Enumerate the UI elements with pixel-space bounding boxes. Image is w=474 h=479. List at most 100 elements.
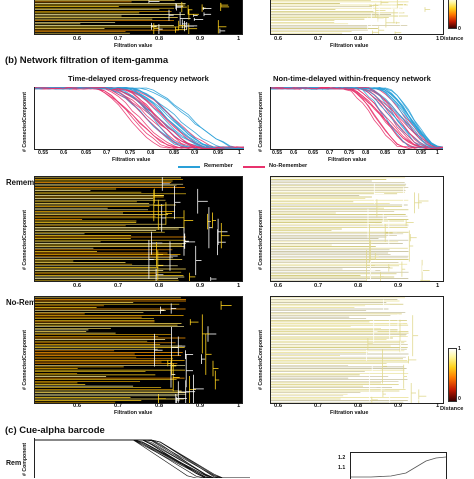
filtration-curve [271, 87, 443, 148]
bottom-colorbar [448, 348, 457, 402]
section-b-label: (b) Network filtration of item-gamma [5, 55, 169, 66]
remember-right-y-label: # ConnectedComponent [258, 210, 264, 270]
legend-no-remember-label: No-Remember [269, 163, 308, 169]
filtration-left-curves [35, 87, 244, 149]
filtration-left-plot [34, 87, 244, 150]
top-left-barcode-lines [35, 0, 230, 34]
filtration-curve [271, 87, 443, 149]
legend-remember-line [178, 166, 200, 168]
cue-alpha-right-plot [350, 452, 447, 479]
no-remember-right-y-label: # ConnectedComponent [258, 330, 264, 390]
filtration-curve [271, 87, 443, 149]
filtration-curve [271, 87, 443, 149]
filtration-curve [35, 87, 244, 149]
top-left-x-tick: 0.6 0.7 0.8 0.9 1 [73, 36, 241, 42]
no-remember-right-barcode-lines [271, 297, 431, 403]
filtration-curve [271, 87, 443, 148]
remember-left-y-label: # ConnectedComponent [22, 210, 28, 270]
top-right-barcode-lines [271, 0, 435, 34]
remember-left-barcode-lines [35, 177, 230, 281]
section-c-label: (c) Cue-alpha barcode [5, 425, 105, 436]
filtration-curve [35, 87, 244, 149]
filtration-left-title: Time-delayed cross-frequency network [68, 74, 209, 83]
no-remember-left-barcode-plot [34, 296, 243, 404]
legend-no-remember-line [243, 166, 265, 168]
legend-remember-label: Remember [204, 163, 233, 169]
filtration-curve [35, 87, 244, 149]
remember-left-x-ticks: 0.6 0.7 0.8 0.9 1 [73, 283, 241, 289]
cue-alpha-right-tick-1: 1.2 [338, 455, 346, 461]
cue-alpha-left-y-label: # Component [22, 442, 28, 476]
no-remember-left-y-label: # ConnectedComponent [22, 330, 28, 390]
filtration-right-x-ticks: 0.55 0.6 0.65 0.7 0.75 0.8 0.85 0.9 0.95… [272, 150, 439, 156]
filtration-right-plot [270, 87, 443, 150]
top-left-barcode-plot [34, 0, 243, 35]
filtration-left-y-label: # ConnectedComponent [22, 92, 28, 152]
no-remember-right-x-axis-label: Filtration value [330, 410, 369, 416]
remember-left-barcode-plot [34, 176, 243, 282]
bottom-colorbar-label: Distance [440, 406, 464, 412]
cue-alpha-left-plot [34, 438, 250, 478]
cue-alpha-right-curve [351, 456, 446, 478]
filtration-curve [35, 87, 244, 149]
filtration-curve [271, 87, 443, 149]
no-remember-right-x-ticks: 0.6 0.7 0.8 0.9 1 [274, 403, 440, 409]
filtration-curve [35, 87, 244, 149]
filtration-curve [35, 87, 244, 149]
cue-alpha-right-line [351, 456, 446, 478]
filtration-curve [271, 87, 443, 148]
filtration-left-x-axis-label: Filtration value [112, 157, 151, 163]
filtration-right-curves [271, 87, 443, 149]
filtration-curve [35, 87, 244, 149]
filtration-left-x-ticks: 0.55 0.6 0.65 0.7 0.75 0.8 0.85 0.9 0.95… [38, 150, 241, 156]
filtration-curve [271, 87, 443, 149]
filtration-curve [271, 87, 443, 149]
filtration-curve [35, 87, 244, 149]
filtration-curve [35, 87, 244, 149]
filtration-curve [35, 87, 244, 149]
filtration-curve [35, 87, 244, 149]
filtration-curve [271, 87, 443, 149]
filtration-curve [35, 87, 244, 149]
no-remember-left-x-ticks: 0.6 0.7 0.8 0.9 1 [73, 403, 241, 409]
filtration-curve [35, 87, 244, 149]
bottom-colorbar-top-tick: 1 [458, 346, 461, 352]
cue-alpha-right-tick-2: 1.1 [338, 465, 346, 471]
filtration-curve [35, 87, 244, 149]
filtration-curve [271, 87, 443, 148]
top-colorbar-tick: 0 [458, 26, 461, 32]
filtration-curve [271, 87, 443, 149]
remember-right-barcode-plot [270, 176, 444, 282]
remember-right-x-ticks: 0.6 0.7 0.8 0.9 1 [274, 283, 440, 289]
filtration-curve [35, 87, 244, 149]
bottom-colorbar-bottom-tick: 0 [458, 396, 461, 402]
filtration-curve [271, 87, 443, 149]
filtration-curve [35, 87, 244, 149]
row-label-no-remember: No-Remember [6, 298, 60, 307]
top-colorbar [448, 0, 457, 29]
row-label-remember-partial: Rem [6, 460, 22, 467]
no-remember-left-x-axis-label: Filtration value [114, 410, 153, 416]
filtration-curve [35, 87, 244, 149]
filtration-curve [35, 87, 244, 149]
filtration-curve [35, 87, 244, 149]
filtration-curve [271, 87, 443, 149]
filtration-curve [35, 87, 244, 149]
filtration-curve [35, 87, 244, 149]
cue-alpha-left-curves [35, 439, 250, 478]
filtration-curve [271, 87, 443, 149]
filtration-curve [35, 87, 244, 149]
no-remember-right-barcode-plot [270, 296, 444, 404]
row-label-remember: Remember [6, 178, 47, 187]
filtration-curve [35, 87, 244, 149]
top-right-x-axis-label: Filtration value [330, 43, 369, 49]
filtration-curve [35, 87, 244, 149]
filtration-curve [271, 87, 443, 148]
filtration-curve [271, 87, 443, 149]
top-colorbar-label: Distance [440, 36, 464, 42]
filtration-right-y-label: # ConnectedComponent [258, 92, 264, 152]
filtration-right-title: Non-time-delayed within-frequency networ… [273, 74, 431, 83]
filtration-right-x-axis-label: Filtration value [328, 157, 367, 163]
no-remember-left-barcode-lines [35, 297, 232, 403]
cue-alpha-curve [35, 439, 250, 478]
